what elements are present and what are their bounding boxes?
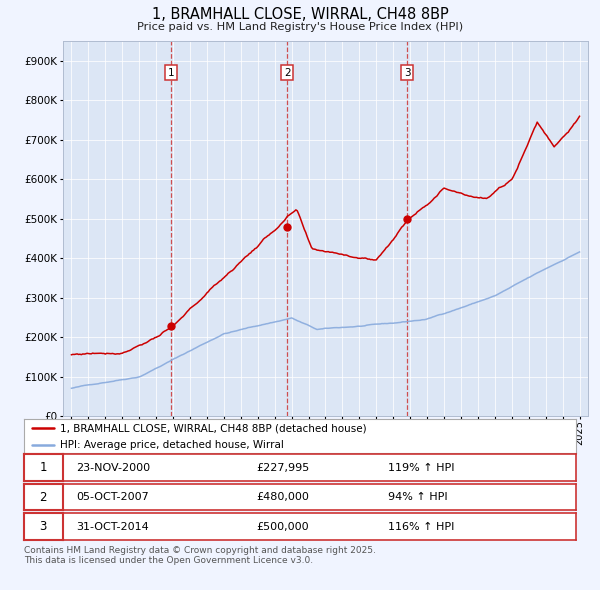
Text: 23-NOV-2000: 23-NOV-2000 <box>76 463 151 473</box>
Text: £227,995: £227,995 <box>256 463 309 473</box>
Text: 2: 2 <box>40 490 47 504</box>
Text: 116% ↑ HPI: 116% ↑ HPI <box>388 522 455 532</box>
Text: 1: 1 <box>40 461 47 474</box>
Text: £480,000: £480,000 <box>256 492 309 502</box>
Text: 1, BRAMHALL CLOSE, WIRRAL, CH48 8BP (detached house): 1, BRAMHALL CLOSE, WIRRAL, CH48 8BP (det… <box>60 423 367 433</box>
Text: 1: 1 <box>168 68 175 78</box>
Text: £500,000: £500,000 <box>256 522 308 532</box>
Text: 119% ↑ HPI: 119% ↑ HPI <box>388 463 455 473</box>
Text: HPI: Average price, detached house, Wirral: HPI: Average price, detached house, Wirr… <box>60 440 284 450</box>
Text: 94% ↑ HPI: 94% ↑ HPI <box>388 492 448 502</box>
Text: Contains HM Land Registry data © Crown copyright and database right 2025.
This d: Contains HM Land Registry data © Crown c… <box>24 546 376 565</box>
Text: Price paid vs. HM Land Registry's House Price Index (HPI): Price paid vs. HM Land Registry's House … <box>137 22 463 32</box>
Text: 1, BRAMHALL CLOSE, WIRRAL, CH48 8BP: 1, BRAMHALL CLOSE, WIRRAL, CH48 8BP <box>152 7 448 22</box>
Text: 31-OCT-2014: 31-OCT-2014 <box>76 522 149 532</box>
Text: 05-OCT-2007: 05-OCT-2007 <box>76 492 149 502</box>
Text: 2: 2 <box>284 68 291 78</box>
Text: 3: 3 <box>404 68 410 78</box>
Text: 3: 3 <box>40 520 47 533</box>
